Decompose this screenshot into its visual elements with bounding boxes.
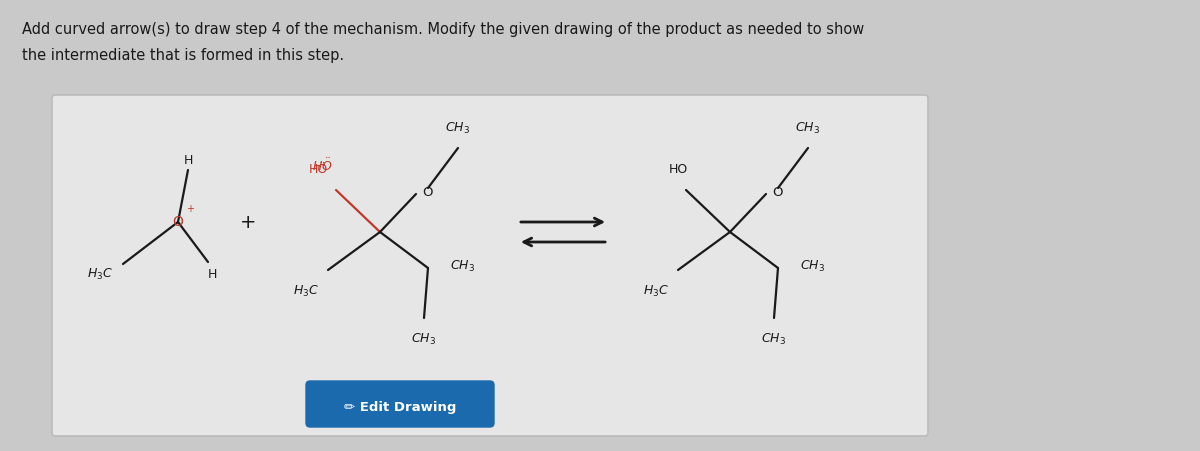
Text: H: H: [208, 267, 217, 281]
Text: HO: HO: [668, 163, 688, 176]
Text: O: O: [173, 215, 184, 229]
Text: $CH_3$: $CH_3$: [800, 258, 826, 274]
Text: $H\ddot{O}$: $H\ddot{O}$: [312, 157, 332, 174]
Text: $H_3C$: $H_3C$: [643, 284, 670, 299]
Text: +: +: [186, 204, 194, 214]
Text: O: O: [422, 185, 432, 198]
Text: the intermediate that is formed in this step.: the intermediate that is formed in this …: [22, 48, 344, 63]
Text: $CH_3$: $CH_3$: [796, 121, 821, 136]
Text: $CH_3$: $CH_3$: [450, 258, 475, 274]
FancyBboxPatch shape: [306, 381, 494, 427]
Text: $CH_3$: $CH_3$: [445, 121, 470, 136]
Text: O: O: [772, 185, 782, 198]
Text: $CH_3$: $CH_3$: [762, 332, 786, 347]
Text: ✏ Edit Drawing: ✏ Edit Drawing: [344, 400, 456, 414]
Text: H: H: [184, 153, 193, 166]
Text: Add curved arrow(s) to draw step 4 of the mechanism. Modify the given drawing of: Add curved arrow(s) to draw step 4 of th…: [22, 22, 864, 37]
Text: $H_3C$: $H_3C$: [86, 267, 113, 281]
Text: HÖ̇: HÖ̇: [308, 163, 328, 176]
Text: $CH_3$: $CH_3$: [412, 332, 437, 347]
Text: +: +: [240, 212, 257, 231]
Text: $H_3C$: $H_3C$: [293, 284, 319, 299]
FancyBboxPatch shape: [52, 95, 928, 436]
